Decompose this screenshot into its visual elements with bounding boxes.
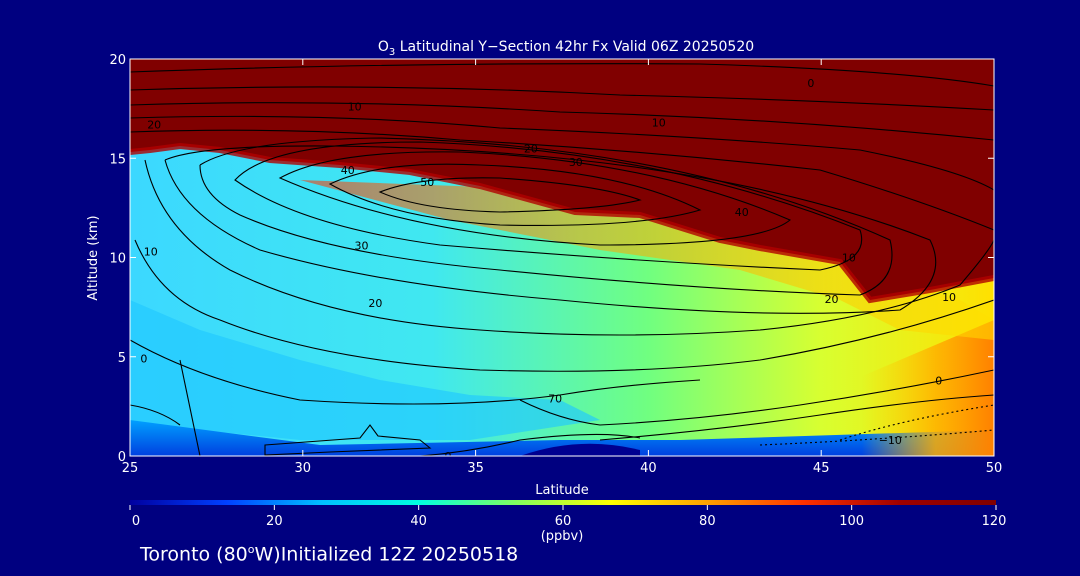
- colorbar-tick-label: 0: [132, 514, 140, 529]
- contour-line: [199, 137, 893, 296]
- contour-line: [328, 163, 702, 226]
- contour-line: [130, 102, 994, 141]
- contour-line: [419, 433, 641, 456]
- contour-line: [759, 429, 994, 446]
- contour-label: 40: [341, 164, 355, 177]
- low-ozone-region: [130, 300, 600, 440]
- colorbar-tick-label: 20: [266, 514, 283, 529]
- title-subscript: 3: [389, 47, 395, 58]
- y-axis-label: Altitude (km): [86, 215, 101, 300]
- footer-degree: o: [247, 543, 255, 556]
- x-tick-label: 45: [813, 461, 830, 476]
- contour-line: [144, 159, 994, 336]
- contour-label: 0: [935, 375, 942, 388]
- colorbar-tick-label: 120: [982, 514, 1007, 529]
- contour-label: 10: [842, 252, 856, 265]
- colorbar-tick-label: 100: [839, 514, 864, 529]
- footer-init-time: W)Initialized 12Z 20250518: [254, 543, 519, 566]
- contour-line: [164, 145, 937, 314]
- y-tick-label: 10: [109, 252, 126, 267]
- x-axis: 25 30 35 40 45 50: [122, 59, 1003, 476]
- tropopause-transition: [300, 180, 994, 340]
- contour-label: 20: [147, 119, 161, 132]
- colorbar-tick-label: 40: [410, 514, 427, 529]
- x-tick-label: 40: [640, 461, 657, 476]
- x-tick-label: 25: [122, 461, 139, 476]
- contour-line: [130, 115, 994, 191]
- surface-minimum: [520, 443, 640, 456]
- contour-labels: 0 10 20 10 20 30 40 50 40 30 10 20 10 10 20 0 70 0 −10 0: [140, 77, 956, 463]
- contour-line: [130, 63, 994, 87]
- contour-label: 10: [348, 101, 362, 114]
- colorbar-tick-label: 80: [699, 514, 716, 529]
- contour-label: 10: [652, 117, 666, 130]
- colorbar-tick-label: 60: [555, 514, 572, 529]
- contour-line: [264, 424, 432, 456]
- contour-label: 20: [368, 297, 382, 310]
- contour-line: [599, 394, 994, 441]
- title-prefix: O: [378, 39, 389, 55]
- contour-label: 0: [807, 77, 814, 90]
- contour-line: [234, 141, 863, 271]
- contour-label: 70: [548, 392, 562, 405]
- y-tick-label: 15: [109, 152, 126, 167]
- contour-line: [130, 339, 701, 405]
- contour-line: [179, 359, 201, 456]
- contour-lines: [130, 63, 994, 456]
- contour-label: 30: [569, 156, 583, 169]
- forecast-footer: Toronto (80oW)Initialized 12Z 20250518: [140, 543, 518, 565]
- contour-line: [278, 151, 792, 246]
- stratosphere-fill: [130, 59, 994, 300]
- tropopause-edge: [130, 142, 994, 304]
- contour-line: [519, 369, 994, 426]
- contour-label: 20: [825, 293, 839, 306]
- colorbar-ticks: 0 20 40 60 80 100 120: [129, 505, 1007, 529]
- contour-label: 50: [420, 176, 434, 189]
- y-tick-label: 0: [118, 450, 126, 465]
- y-tick-label: 20: [109, 53, 126, 68]
- contour-line: [134, 239, 994, 372]
- x-tick-label: 30: [295, 461, 312, 476]
- x-tick-label: 50: [986, 461, 1003, 476]
- x-tick-label: 35: [467, 461, 484, 476]
- colorbar: [130, 500, 996, 505]
- y-axis: 0 5 10 15 20: [109, 53, 994, 465]
- contour-label: 0: [444, 450, 451, 463]
- contour-line: [130, 86, 994, 111]
- x-axis-label: Latitude: [535, 483, 589, 498]
- contour-label: −10: [879, 434, 902, 447]
- footer-station: Toronto (80: [140, 543, 248, 566]
- contour-label: 10: [942, 291, 956, 304]
- chart-title: O3 Latitudinal Y−Section 42hr Fx Valid 0…: [378, 39, 754, 58]
- contour-label: 0: [140, 353, 147, 366]
- contour-line: [130, 129, 994, 231]
- contour-label: 30: [355, 240, 369, 253]
- contour-line: [130, 404, 181, 426]
- contour-line: [839, 404, 994, 441]
- colorbar-unit-label: (ppbv): [541, 529, 584, 544]
- contour-label: 20: [524, 142, 538, 155]
- contour-label: 40: [735, 206, 749, 219]
- y-tick-label: 5: [118, 351, 126, 366]
- contour-line: [378, 177, 642, 213]
- title-rest: Latitudinal Y−Section 42hr Fx Valid 06Z …: [395, 39, 754, 55]
- ozone-field: 0 10 20 10 20 30 40 50 40 30 10 20 10 10 20 0 70 0 −10 0: [130, 59, 994, 463]
- contour-label: 10: [144, 246, 158, 259]
